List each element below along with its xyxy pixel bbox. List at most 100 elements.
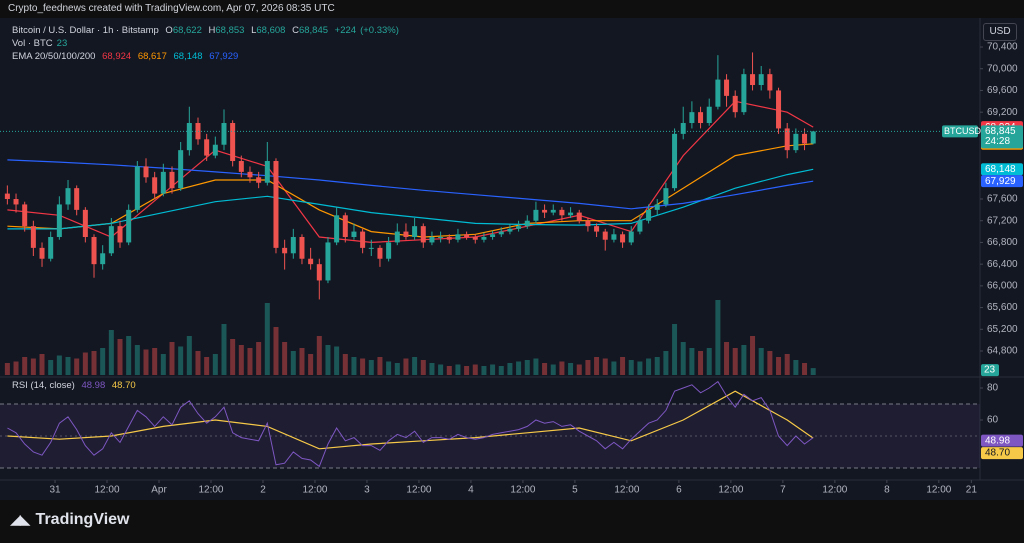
volume-bar xyxy=(316,336,322,375)
volume-bar xyxy=(299,348,305,375)
ohlc-name: O xyxy=(165,25,173,36)
candle-body xyxy=(663,188,669,205)
candle-body xyxy=(91,237,97,265)
candle-body xyxy=(65,188,71,205)
candle-body xyxy=(446,237,452,240)
candle-body xyxy=(48,237,54,259)
candle-body xyxy=(533,209,539,221)
x-tick-label: 31 xyxy=(49,485,61,496)
rsi-ma-value: 48.70 xyxy=(111,380,136,391)
volume-bar xyxy=(550,364,556,375)
volume-bar xyxy=(646,358,652,375)
x-tick-label: 12:00 xyxy=(198,485,223,496)
volume-bar xyxy=(247,348,253,375)
candle-body xyxy=(472,237,478,240)
x-tick-label: 21 xyxy=(966,485,978,496)
rsi-tick-label: 80 xyxy=(987,383,999,394)
ema-value: 68,148 xyxy=(173,51,203,62)
volume-bar xyxy=(186,336,192,375)
candle-body xyxy=(628,231,634,243)
volume-bar xyxy=(628,360,634,375)
candle-body xyxy=(247,171,253,178)
candle-body xyxy=(325,242,331,281)
candle-body xyxy=(386,242,392,259)
candle-body xyxy=(308,258,314,265)
volume-bar xyxy=(152,348,158,375)
x-tick-label: 5 xyxy=(572,485,578,496)
volume-bar xyxy=(724,342,730,375)
ema-tag: 68,148 xyxy=(985,164,1016,175)
volume-bar xyxy=(594,357,600,375)
candle-body xyxy=(559,209,565,216)
logo-icon: ◢◣ xyxy=(10,511,31,527)
candle-body xyxy=(542,209,548,213)
volume-bar xyxy=(490,364,496,375)
candle-body xyxy=(706,106,712,124)
volume-bar xyxy=(256,342,262,375)
volume-bar xyxy=(56,355,62,375)
ohlc-value: 68,608 xyxy=(256,25,286,36)
volume-bar xyxy=(74,358,80,375)
candle-body xyxy=(22,204,28,227)
x-tick-label: 6 xyxy=(676,485,682,496)
rsi-line xyxy=(7,380,814,468)
candle-body xyxy=(334,215,340,243)
candle-body xyxy=(438,237,444,239)
y-tick-label: 69,200 xyxy=(987,107,1018,118)
volume-bar xyxy=(767,351,773,375)
ema-tag-bg xyxy=(981,163,1023,176)
candle-body xyxy=(810,131,816,144)
volume-bar xyxy=(689,348,695,375)
candle-body xyxy=(117,226,123,243)
volume-bar xyxy=(524,360,530,375)
volume-bar xyxy=(169,342,175,375)
volume-bar xyxy=(750,336,756,375)
volume-bar xyxy=(507,363,513,375)
volume-bar xyxy=(438,364,444,375)
volume-bar xyxy=(273,327,279,375)
candle-body xyxy=(134,166,140,210)
candle-body xyxy=(420,226,426,243)
currency-button[interactable]: USD xyxy=(983,23,1017,41)
volume-bar xyxy=(498,366,504,375)
ohlc-name: H xyxy=(208,25,216,36)
candle-body xyxy=(464,234,470,238)
legend-ema: EMA 20/50/100/200 68,924 68,617 68,148 6… xyxy=(12,51,242,62)
last-price-tag: 68,845 xyxy=(985,126,1016,137)
volume-bar xyxy=(429,363,435,375)
candle-body xyxy=(126,209,132,243)
volume-bar xyxy=(776,357,782,375)
candle-body xyxy=(143,166,149,178)
y-tick-label: 66,800 xyxy=(987,237,1018,248)
volume-bar xyxy=(516,361,522,375)
attribution: Crypto_feednews created with TradingView… xyxy=(8,3,335,14)
volume-bar xyxy=(663,351,669,375)
candle-body xyxy=(516,226,522,229)
candle-body xyxy=(646,209,652,221)
candle-body xyxy=(594,226,600,232)
candle-body xyxy=(204,139,210,156)
volume-bar xyxy=(464,366,470,375)
candle-body xyxy=(230,123,236,162)
volume-bar xyxy=(732,348,738,375)
last-price-tag-bg xyxy=(981,125,1023,149)
candle-body xyxy=(74,188,80,210)
x-tick-label: 12:00 xyxy=(94,485,119,496)
candle-body xyxy=(689,112,695,124)
volume-bar xyxy=(715,300,721,375)
y-tick-label: 67,200 xyxy=(987,215,1018,226)
volume-bar xyxy=(793,360,799,375)
candle-body xyxy=(776,90,782,129)
candle-body xyxy=(793,133,799,151)
candle-body xyxy=(498,231,504,235)
ema-tag-bg xyxy=(981,175,1023,188)
x-tick-label: 12:00 xyxy=(926,485,951,496)
candle-body xyxy=(481,237,487,240)
volume-bar xyxy=(134,345,140,375)
candle-body xyxy=(637,220,643,232)
rsi-ma-tag-bg xyxy=(981,447,1023,460)
rsi-tag: 48.98 xyxy=(985,435,1010,446)
y-tick-label: 67,600 xyxy=(987,194,1018,205)
candle-body xyxy=(212,144,218,156)
volume-bar xyxy=(143,349,149,375)
